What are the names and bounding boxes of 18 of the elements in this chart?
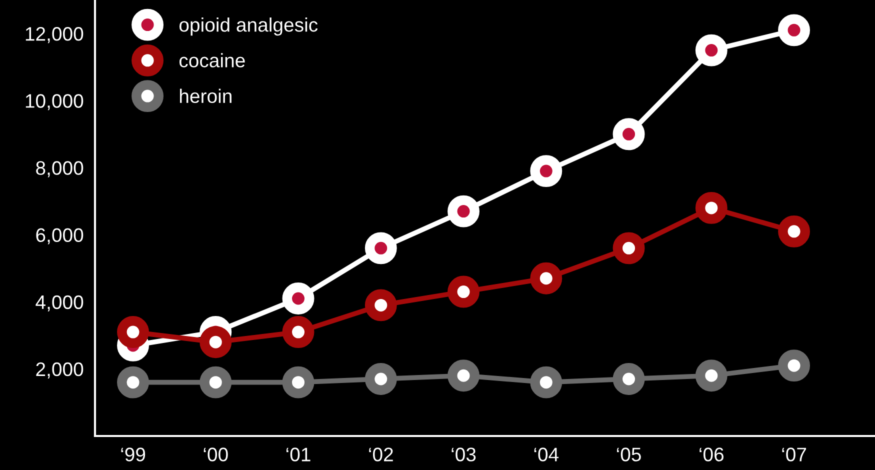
legend-label: cocaine [179,53,245,68]
x-tick-label: ‘03 [452,448,476,462]
x-tick-label: ‘05 [617,448,641,462]
x-tick-label: ‘02 [369,448,393,462]
x-tick-label: ‘01 [286,448,310,462]
y-tick-label: 6,000 [36,228,84,244]
y-tick-label: 10,000 [26,94,84,110]
x-tick-label: ‘00 [204,448,228,462]
x-tick-label: ‘06 [700,448,724,462]
y-tick-label: 2,000 [36,362,84,378]
x-tick-label: ‘99 [121,448,146,462]
y-tick-label: 12,000 [26,27,84,44]
y-tick-label: 8,000 [36,161,84,178]
y-tick-label: 4,000 [36,295,84,312]
x-tick-label: ‘04 [534,448,559,462]
x-tick-label: ‘07 [782,448,806,462]
legend-label: opioid analgesic [179,18,318,36]
legend-label: heroin [180,88,232,104]
